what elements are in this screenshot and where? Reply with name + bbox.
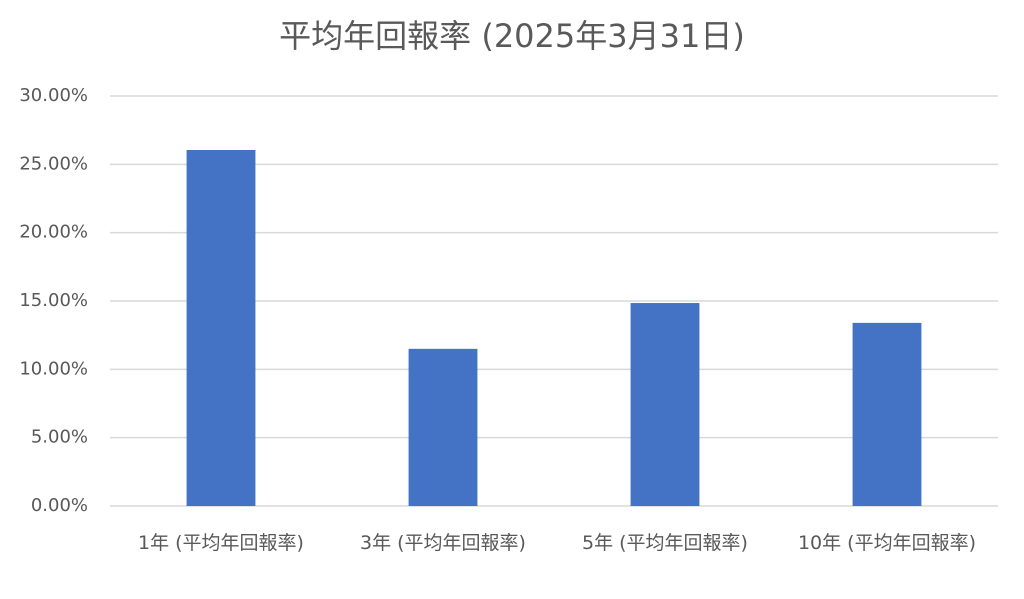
y-tick-label: 0.00%: [31, 495, 88, 516]
bar: [186, 149, 256, 506]
y-tick-label: 5.00%: [31, 427, 88, 448]
y-tick-label: 30.00%: [19, 85, 88, 106]
y-tick-label: 20.00%: [19, 222, 88, 243]
x-tick-label: 5年 (平均年回報率): [582, 532, 748, 554]
y-tick-label: 15.00%: [19, 290, 88, 311]
y-tick-label: 25.00%: [19, 153, 88, 174]
bar: [852, 322, 922, 506]
bar: [630, 303, 700, 506]
x-tick-label: 10年 (平均年回報率): [797, 532, 977, 554]
x-tick-label: 3年 (平均年回報率): [360, 532, 526, 554]
bar: [408, 348, 478, 506]
chart-title: 平均年回報率 (2025年3月31日): [279, 17, 745, 55]
x-tick-label: 1年 (平均年回報率): [138, 532, 304, 554]
y-tick-label: 10.00%: [19, 358, 88, 379]
